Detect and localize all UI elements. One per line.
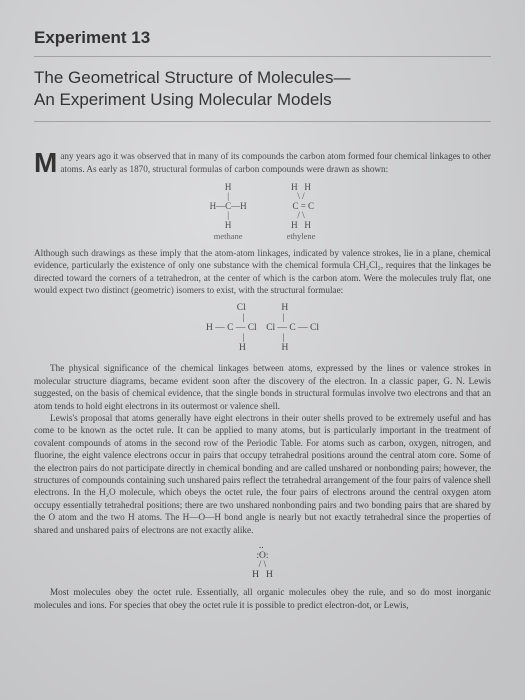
page-title: The Geometrical Structure of Molecules— …	[34, 67, 491, 111]
methane-ascii: H | H—C—H | H	[210, 183, 247, 230]
title-line-1: The Geometrical Structure of Molecules—	[34, 68, 351, 87]
paragraph-4: Most molecules obey the octet rule. Esse…	[34, 586, 491, 611]
divider-bottom	[34, 121, 491, 122]
ethylene-label: ethylene	[287, 232, 316, 241]
isomer-ascii: Cl H | | H — C — Cl Cl — C — Cl | | H H	[206, 304, 319, 354]
ethylene-structure: H H \ / C = C / \ H H ethylene	[287, 183, 316, 241]
intro-paragraph: Many years ago it was observed that in m…	[34, 150, 491, 175]
title-line-2: An Experiment Using Molecular Models	[34, 90, 332, 109]
divider-top	[34, 56, 491, 57]
isomer-diagram: Cl H | | H — C — Cl Cl — C — Cl | | H H	[34, 304, 491, 354]
water-diagram: .. :O: / \ H H	[34, 542, 491, 580]
paragraph-2: The physical significance of the chemica…	[34, 362, 491, 412]
methane-structure: H | H—C—H | H methane	[210, 183, 247, 241]
dropcap-letter: M	[34, 150, 60, 175]
intro-text: any years ago it was observed that in ma…	[60, 151, 491, 173]
methane-label: methane	[210, 232, 247, 241]
ethylene-ascii: H H \ / C = C / \ H H	[287, 183, 316, 230]
paragraph-3: Lewis's proposal that atoms generally ha…	[34, 412, 491, 536]
water-ascii: .. :O: / \ H H	[252, 542, 273, 580]
molecule-row-1: H | H—C—H | H methane H H \ / C = C / \ …	[34, 183, 491, 241]
paragraph-1: Although such drawings as these imply th…	[34, 247, 491, 297]
experiment-number: Experiment 13	[34, 28, 491, 48]
